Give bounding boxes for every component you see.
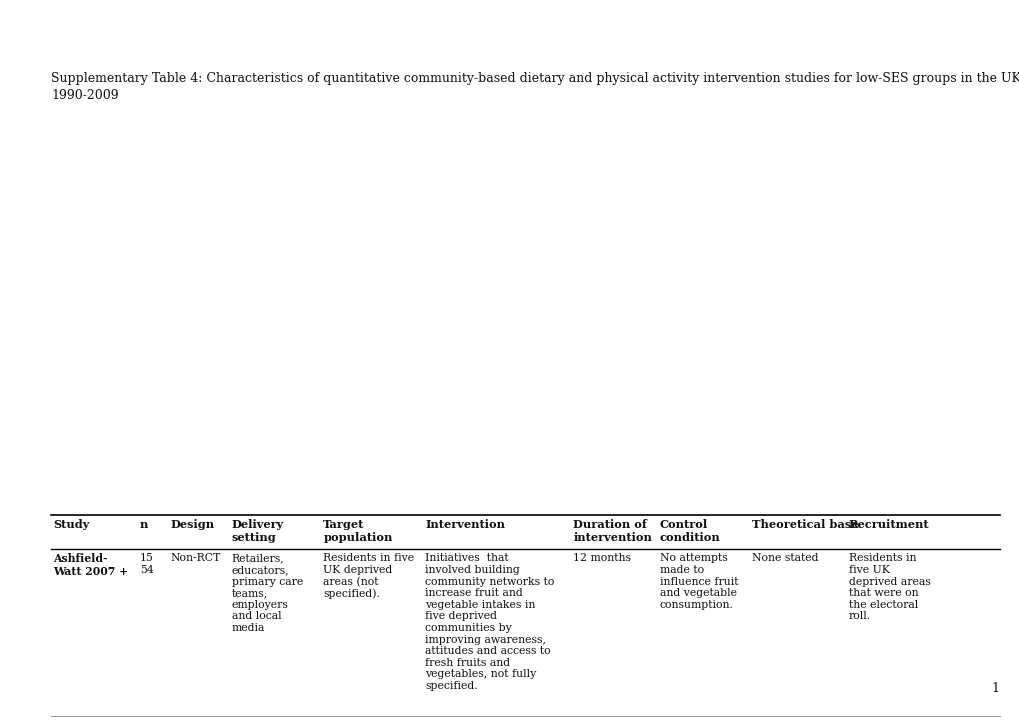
Text: No attempts
made to
influence fruit
and vegetable
consumption.: No attempts made to influence fruit and …	[659, 554, 738, 610]
Text: Delivery
setting: Delivery setting	[231, 519, 283, 543]
Text: Duration of
intervention: Duration of intervention	[573, 519, 651, 543]
Text: None stated: None stated	[751, 554, 817, 563]
Text: 1: 1	[990, 682, 999, 695]
Text: Recruitment: Recruitment	[848, 519, 928, 530]
Text: 12 months: 12 months	[573, 554, 631, 563]
Text: Non-RCT: Non-RCT	[170, 554, 220, 563]
Text: Control
condition: Control condition	[659, 519, 720, 543]
Text: Target
population: Target population	[323, 519, 392, 543]
Text: Theoretical base: Theoretical base	[751, 519, 857, 530]
Text: 1990-2009: 1990-2009	[51, 89, 118, 102]
Text: Ashfield-
Watt 2007 +: Ashfield- Watt 2007 +	[53, 554, 128, 577]
Text: 15
54: 15 54	[140, 554, 154, 575]
Text: Retailers,
educators,
primary care
teams,
employers
and local
media: Retailers, educators, primary care teams…	[231, 554, 303, 633]
Text: Residents in five
UK deprived
areas (not
specified).: Residents in five UK deprived areas (not…	[323, 554, 414, 599]
Text: n: n	[140, 519, 148, 530]
Text: Design: Design	[170, 519, 214, 530]
Text: Initiatives  that
involved building
community networks to
increase fruit and
veg: Initiatives that involved building commu…	[425, 554, 554, 691]
Text: Residents in
five UK
deprived areas
that were on
the electoral
roll.: Residents in five UK deprived areas that…	[848, 554, 929, 621]
Text: Study: Study	[53, 519, 90, 530]
Text: Intervention: Intervention	[425, 519, 504, 530]
Text: Supplementary Table 4: Characteristics of quantitative community-based dietary a: Supplementary Table 4: Characteristics o…	[51, 72, 1019, 85]
